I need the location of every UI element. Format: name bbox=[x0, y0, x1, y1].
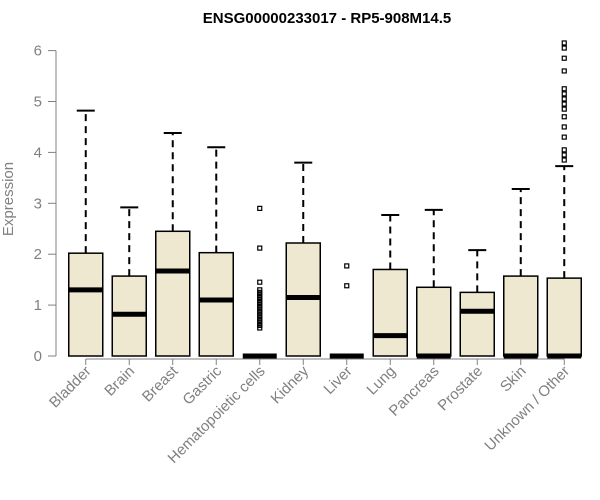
box-iqr bbox=[459, 291, 495, 357]
outlier-point bbox=[561, 55, 567, 61]
axes: 0 1 2 3 4 5 6 bbox=[34, 43, 57, 365]
outlier-point bbox=[561, 124, 567, 130]
box-kidney bbox=[285, 161, 321, 357]
box-breast bbox=[155, 132, 191, 357]
box-iqr bbox=[372, 268, 408, 357]
outlier-point bbox=[561, 68, 567, 74]
outlier-point bbox=[561, 86, 567, 92]
box-iqr bbox=[155, 230, 191, 357]
box-skin bbox=[503, 188, 539, 359]
outlier-point bbox=[257, 245, 263, 251]
outlier-point bbox=[561, 147, 567, 153]
y-tick-label: 0 bbox=[34, 348, 42, 365]
y-tick-label: 4 bbox=[34, 144, 42, 161]
box-series bbox=[68, 40, 582, 359]
y-axis-label: Expression bbox=[0, 162, 17, 236]
box-lung bbox=[372, 214, 408, 357]
x-tick-label: Brain bbox=[101, 363, 138, 400]
x-tick-label: Breast bbox=[139, 362, 182, 405]
outlier-point bbox=[561, 114, 567, 120]
box-iqr bbox=[416, 286, 452, 357]
y-tick-label: 1 bbox=[34, 297, 42, 314]
x-tick-label: Prostate bbox=[435, 363, 487, 415]
box-hematopoietic-cells bbox=[242, 205, 277, 359]
outlier-point bbox=[561, 152, 567, 158]
box-prostate bbox=[459, 249, 495, 357]
outlier-point bbox=[561, 101, 567, 107]
y-tick-label: 3 bbox=[34, 195, 42, 212]
box-brain bbox=[111, 206, 147, 357]
box-gastric bbox=[198, 146, 234, 357]
outlier-point bbox=[344, 283, 350, 289]
outlier-point bbox=[257, 287, 263, 293]
y-tick-label: 5 bbox=[34, 94, 42, 111]
outlier-point bbox=[561, 96, 567, 102]
outlier-point bbox=[561, 40, 567, 46]
outlier-point bbox=[257, 205, 263, 211]
box-bladder bbox=[68, 109, 104, 357]
x-tick-label: Lung bbox=[363, 363, 399, 399]
box-liver bbox=[329, 263, 364, 359]
box-iqr bbox=[198, 251, 234, 357]
box-iqr bbox=[546, 277, 582, 357]
chart-title: ENSG00000233017 - RP5-908M14.5 bbox=[203, 10, 452, 27]
outlier-point bbox=[344, 263, 350, 269]
box-iqr bbox=[503, 275, 539, 357]
box-unknown-other bbox=[546, 40, 582, 359]
outlier-point bbox=[561, 157, 567, 163]
outlier-point bbox=[561, 91, 567, 97]
y-tick-label: 2 bbox=[34, 246, 42, 263]
x-tick-label: Skin bbox=[497, 363, 530, 396]
x-tick-label: Kidney bbox=[268, 362, 313, 407]
box-pancreas bbox=[416, 208, 452, 359]
y-tick-label: 6 bbox=[34, 43, 42, 60]
outlier-point bbox=[257, 279, 263, 285]
x-tick-label: Bladder bbox=[46, 363, 95, 412]
outlier-point bbox=[561, 45, 567, 51]
outlier-point bbox=[561, 134, 567, 140]
outlier-point bbox=[561, 106, 567, 112]
box-iqr bbox=[68, 252, 104, 357]
x-tick-label: Liver bbox=[321, 363, 356, 398]
